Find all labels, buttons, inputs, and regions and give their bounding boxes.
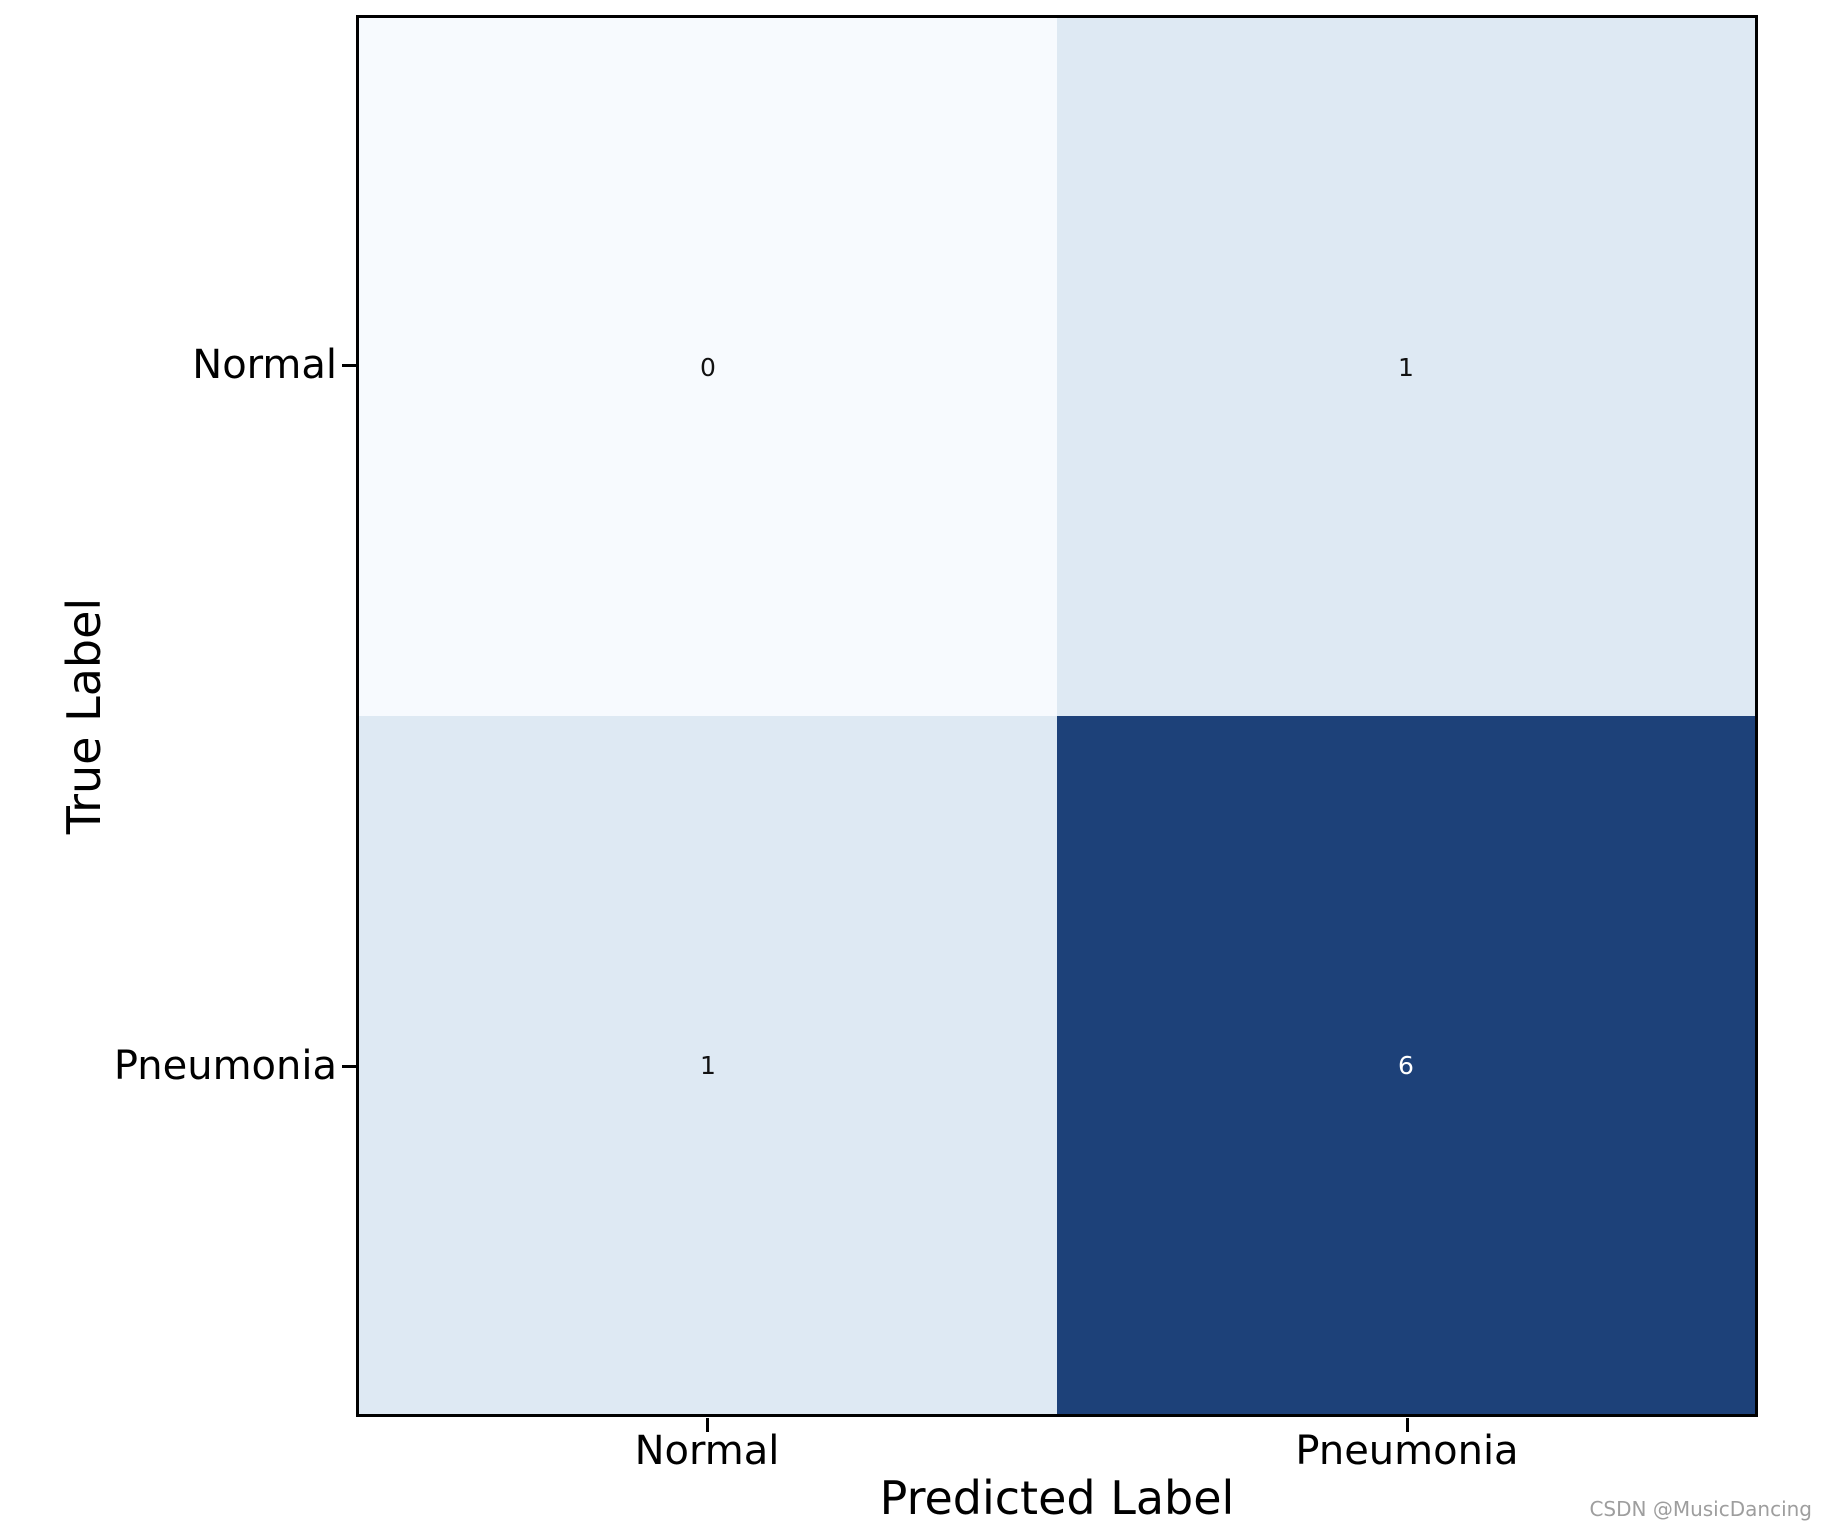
y-tick-mark bbox=[342, 364, 356, 367]
heatmap-cell-true-pneumonia-pred-pneumonia: 6 bbox=[1057, 716, 1755, 1414]
x-tick-mark bbox=[1406, 1418, 1409, 1432]
cell-value: 1 bbox=[700, 1050, 716, 1080]
x-tick-mark bbox=[706, 1418, 709, 1432]
y-tick-label-normal: Normal bbox=[192, 342, 337, 388]
x-tick-label-normal: Normal bbox=[634, 1428, 780, 1474]
heatmap-plot-area: 0 1 1 6 bbox=[356, 15, 1758, 1417]
heatmap-cell-true-pneumonia-pred-normal: 1 bbox=[359, 716, 1057, 1414]
y-axis-title: True Label bbox=[57, 597, 111, 835]
y-tick-mark bbox=[342, 1065, 356, 1068]
cell-value: 1 bbox=[1398, 352, 1414, 382]
cell-value: 0 bbox=[700, 352, 716, 382]
x-tick-label-pneumonia: Pneumonia bbox=[1295, 1428, 1519, 1474]
cell-value: 6 bbox=[1398, 1050, 1414, 1080]
watermark-text: CSDN @MusicDancing bbox=[1589, 1497, 1812, 1521]
y-tick-label-pneumonia: Pneumonia bbox=[113, 1043, 337, 1089]
heatmap-cell-true-normal-pred-pneumonia: 1 bbox=[1057, 18, 1755, 716]
x-axis-title: Predicted Label bbox=[879, 1471, 1235, 1525]
heatmap-cell-true-normal-pred-normal: 0 bbox=[359, 18, 1057, 716]
